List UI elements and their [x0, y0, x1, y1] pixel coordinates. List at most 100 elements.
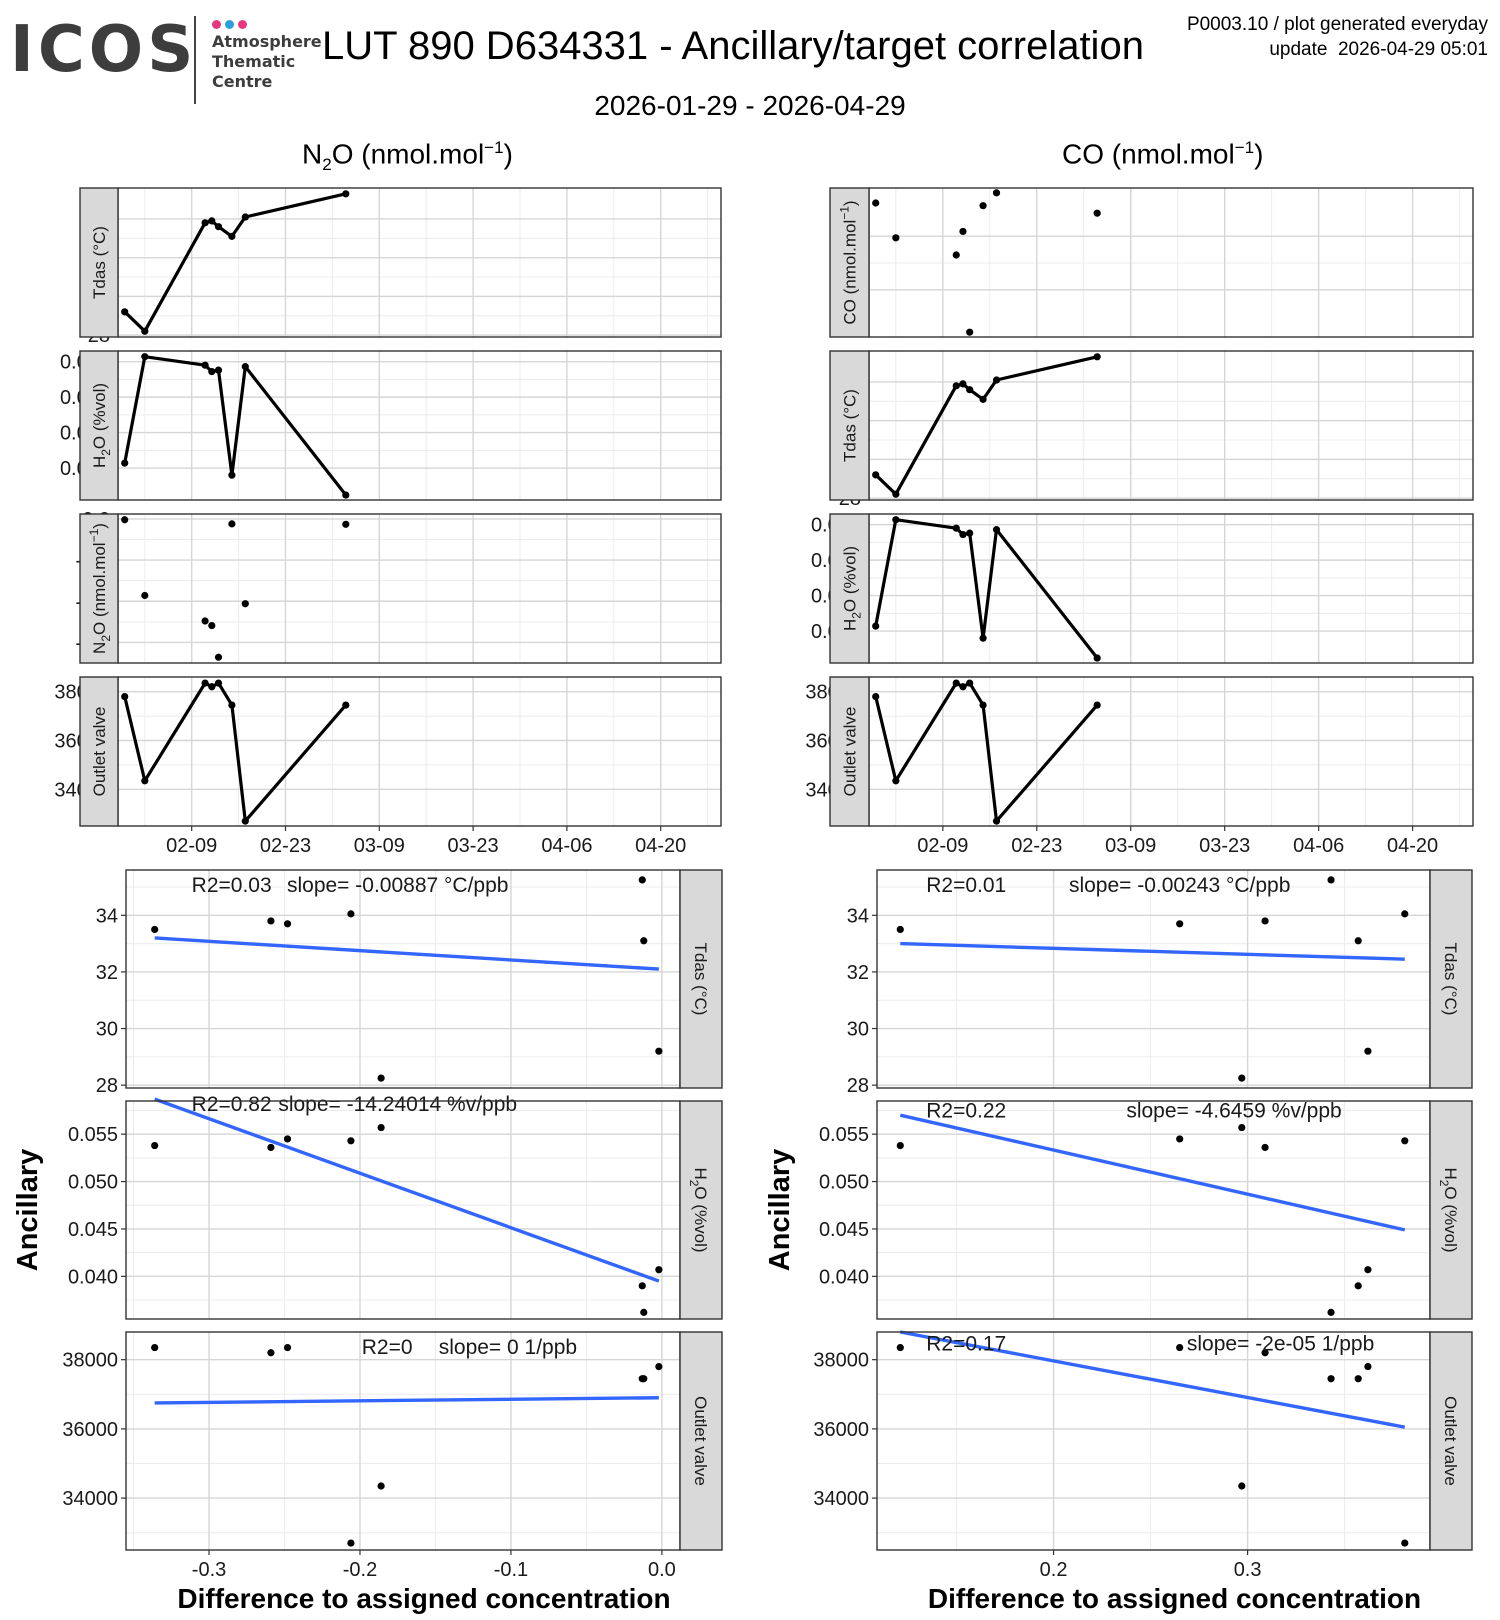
regression-line — [154, 1396, 659, 1405]
logo-sub-line: Thematic — [212, 52, 296, 71]
y-tick-label: 38000 — [813, 1350, 869, 1372]
data-point — [342, 491, 350, 499]
x-tick-label: 03-09 — [1105, 835, 1156, 857]
facet-strip-label-text: Tdas (°C) — [1441, 943, 1460, 1016]
data-point — [377, 1074, 385, 1082]
data-point — [347, 1539, 355, 1547]
data-point — [1093, 654, 1101, 662]
data-point — [966, 679, 974, 687]
col-title-part: O (nmol.mol — [331, 138, 485, 170]
col-title-part: ) — [1254, 138, 1264, 170]
data-point — [638, 1282, 646, 1290]
facet-strip-label: Outlet valve — [1441, 1396, 1460, 1486]
facet-strip — [679, 1331, 723, 1551]
x-axis-title: Difference to assigned concentration — [928, 1583, 1421, 1614]
slope-annotation: slope= 0 1/ppb — [439, 1336, 577, 1359]
data-point — [872, 471, 880, 479]
logo-divider — [194, 16, 196, 104]
data-point — [892, 777, 900, 785]
data-point — [208, 683, 216, 691]
data-point — [214, 366, 223, 374]
data-point — [283, 1135, 292, 1143]
data-point — [1238, 1482, 1246, 1490]
data-point — [228, 232, 236, 240]
data-point — [896, 1141, 904, 1150]
regression-line — [154, 1097, 660, 1283]
x-tick-label: -0.2 — [343, 1559, 377, 1581]
data-point — [201, 361, 209, 369]
facet-strip-label: Tdas (°C) — [691, 943, 710, 1016]
y-tick-label: 0.055 — [68, 1124, 118, 1146]
data-point — [214, 679, 223, 687]
x-tick-label: 02-09 — [166, 835, 217, 857]
data-point — [896, 1343, 904, 1352]
x-tick-label: 02-09 — [917, 835, 968, 857]
logo-dot — [238, 20, 247, 29]
data-point — [1238, 1074, 1246, 1082]
facet-strip-label-part: CO (nmol.mol — [841, 220, 860, 325]
data-point — [1354, 1375, 1362, 1383]
date-range: 2026-01-29 - 2026-04-29 — [594, 90, 906, 121]
data-point — [1176, 920, 1184, 928]
facet-strip-label: Tdas (°C) — [90, 226, 109, 299]
data-point — [342, 701, 350, 709]
facet-strip-label: Outlet valve — [841, 707, 860, 797]
data-point — [342, 190, 350, 198]
facet-strip-label-text: Outlet valve — [1441, 1396, 1460, 1486]
data-point — [1261, 1143, 1269, 1152]
facet-strip — [1429, 1331, 1473, 1551]
page-title: LUT 890 D634331 - Ancillary/target corre… — [322, 24, 1144, 68]
data-point — [141, 327, 149, 335]
data-point — [1093, 209, 1101, 217]
y-tick-label: 36000 — [813, 1419, 869, 1441]
y-tick-label: 30 — [96, 1019, 118, 1041]
data-point — [208, 367, 216, 376]
data-point — [638, 876, 646, 884]
facet-strip-label-text: Outlet valve — [691, 1396, 710, 1486]
y-tick-label: 32 — [96, 962, 118, 984]
facet-strip-label-text: Tdas (°C) — [90, 226, 109, 299]
facet-strip-label: H2O (%vol) — [90, 383, 113, 468]
col-title-part: ) — [503, 138, 513, 170]
data-point — [1261, 917, 1269, 925]
y-tick-label: 0.045 — [68, 1219, 118, 1241]
y-axis-title: Ancillary — [12, 1149, 44, 1272]
data-point — [992, 189, 1001, 197]
y-tick-label: 0.040 — [68, 1266, 118, 1288]
data-point — [952, 524, 960, 532]
facet-strip-label-sub: 2 — [850, 612, 864, 619]
regression-line — [900, 941, 1405, 961]
data-point — [201, 617, 209, 625]
facet-strip-label-part: O (nmol.mol — [90, 542, 109, 635]
data-point — [640, 937, 648, 945]
data-point — [1327, 1308, 1335, 1316]
facet-strip-label-part: O (%vol) — [841, 546, 860, 612]
facet-strip — [679, 869, 723, 1089]
panel-background — [869, 188, 1473, 337]
y-tick-label: 0.055 — [819, 1124, 869, 1146]
regression-line — [154, 936, 659, 971]
data-point — [1364, 1047, 1372, 1055]
data-point — [892, 234, 900, 242]
r2-annotation: R2=0.03 — [192, 874, 272, 897]
regression-line — [899, 1113, 1406, 1232]
data-point — [952, 679, 960, 687]
data-point — [952, 382, 960, 390]
logo-sub-line: Centre — [212, 72, 273, 91]
data-point — [208, 217, 216, 225]
slope-annotation: slope= -4.6459 %v/ppb — [1126, 1100, 1341, 1123]
facet-strip-label-sup: −1 — [838, 206, 852, 220]
r2-annotation: R2=0.82 — [192, 1093, 272, 1116]
facet-strip-label: H2O (%vol) — [687, 1167, 710, 1252]
slope-annotation: slope= -2e-05 1/ppb — [1187, 1332, 1374, 1355]
meta-line: update 2026-04-29 05:01 — [1269, 39, 1488, 60]
r2-annotation: R2=0 — [362, 1336, 413, 1359]
data-point — [342, 520, 350, 528]
panel-background — [877, 1101, 1430, 1319]
logo-sub-line: Atmosphere — [212, 32, 322, 51]
data-point — [655, 1266, 663, 1274]
data-point — [1364, 1266, 1372, 1274]
data-point — [241, 213, 249, 221]
col-title-sub: 2 — [322, 154, 332, 174]
facet-strip-label: H2O (%vol) — [841, 546, 864, 631]
